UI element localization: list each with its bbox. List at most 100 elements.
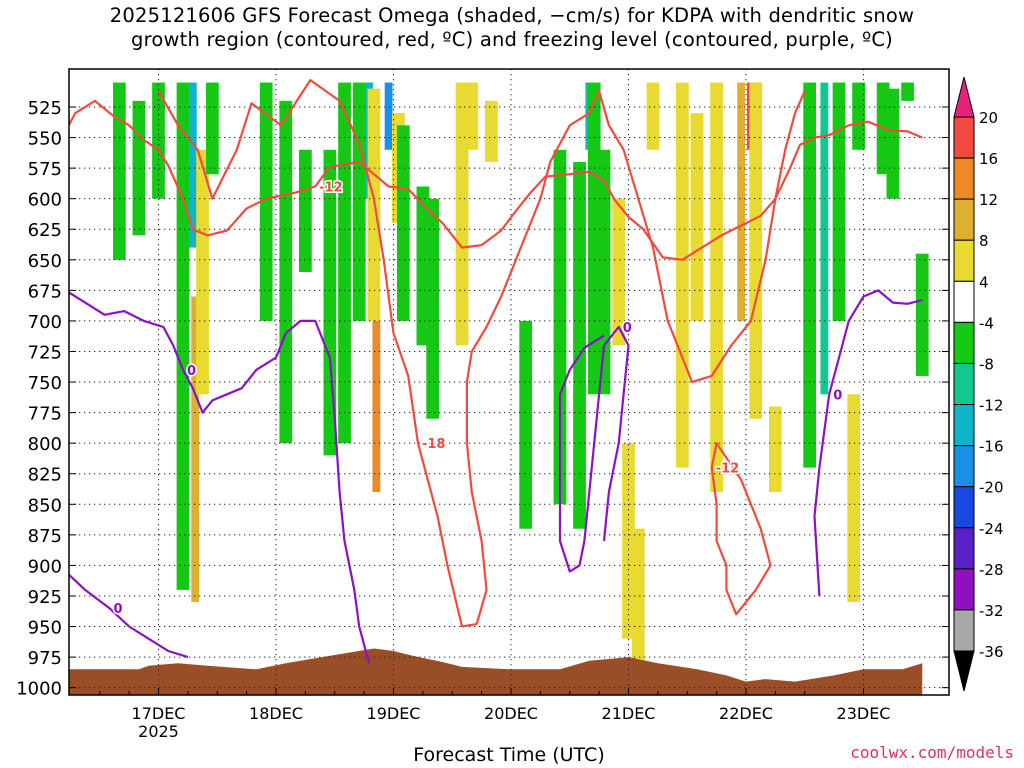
y-axis: 525 550 575 600 625 650 675 700 725 750 775 800 825 8… [16, 98, 949, 700]
contour-label: 0 [623, 321, 632, 336]
colorbar-label: 20 [979, 109, 998, 127]
y-tick-label: 900 [28, 556, 62, 577]
y-tick-label: 850 [28, 495, 62, 516]
x-tick-label: 22DEC [719, 704, 773, 723]
colorbar-bin [953, 116, 975, 159]
y-tick-label: 525 [28, 98, 62, 119]
omega-region-16 [372, 320, 381, 493]
omega-region-12 [338, 82, 351, 444]
omega-region-27 [573, 162, 586, 529]
omega-region-23 [465, 82, 479, 150]
x-tick-label: 20DEC [484, 704, 538, 723]
y-tick-label: 650 [28, 251, 62, 272]
y-tick-label: 975 [28, 648, 62, 669]
omega-region-31 [612, 198, 626, 346]
grid-lines [69, 69, 949, 695]
contour-freezing-level-surface [69, 573, 189, 659]
x-tick-label: 23DEC [837, 704, 891, 723]
colorbar-bin [953, 445, 975, 488]
omega-region-29 [587, 82, 601, 395]
colorbar-bin [953, 486, 975, 529]
omega-region-21 [426, 198, 440, 419]
y-tick-label: 550 [28, 129, 62, 150]
omega-region-49 [901, 82, 914, 101]
omega-region-26 [553, 149, 567, 505]
omega-region-13 [352, 82, 366, 321]
terrain-surface [69, 648, 923, 695]
y-tick-label: 725 [28, 342, 62, 363]
omega-region-9 [279, 100, 293, 444]
contour-lines: -12 -18 -12 0 0 0 0 [69, 79, 923, 664]
colorbar-bin [953, 239, 975, 282]
omega-region-32 [622, 443, 635, 639]
contour-freezing-level-east [813, 289, 923, 597]
source-credit[interactable]: coolwx.com/models [850, 743, 1014, 762]
colorbar-label: -28 [979, 561, 1004, 579]
colorbar-bin [953, 527, 975, 570]
colorbar-label: -36 [979, 643, 1004, 661]
y-tick-label: 625 [28, 220, 62, 241]
colorbar-label: -4 [979, 314, 994, 332]
y-tick-label: 600 [28, 190, 62, 211]
omega-region-1 [132, 100, 146, 236]
omega-region-35 [675, 82, 689, 468]
colorbar-bin [953, 157, 975, 200]
title-line-2: growth region (contoured, red, ºC) and f… [131, 28, 893, 51]
omega-region-34 [646, 82, 660, 150]
omega-region-48 [886, 88, 900, 199]
y-tick-label: 1000 [16, 679, 62, 700]
contour-label: -18 [422, 437, 446, 452]
omega-region-44 [832, 82, 846, 321]
contour-snow-lower [157, 79, 806, 628]
x-tick-label: 18DEC [249, 704, 303, 723]
contour-snow-pocket [710, 442, 772, 616]
terrain-layer [69, 648, 923, 695]
colorbar-label: -12 [979, 397, 1004, 415]
colorbar-bin [953, 198, 975, 241]
chart-title: 2025121606 GFS Forecast Omega (shaded, −… [0, 4, 1024, 52]
y-tick-label: 700 [28, 312, 62, 333]
omega-region-11 [323, 149, 337, 456]
contour-label: -12 [716, 462, 740, 477]
omega-region-8 [259, 82, 273, 321]
colorbar-label: -16 [979, 438, 1004, 456]
x-tick-label: 19DEC [367, 704, 421, 723]
omega-region-25 [519, 320, 533, 529]
title-line-1: 2025121606 GFS Forecast Omega (shaded, −… [109, 4, 915, 27]
omega-region-22 [455, 82, 469, 346]
y-tick-label: 800 [28, 434, 62, 455]
x-axis-title: Forecast Time (UTC) [413, 744, 605, 766]
omega-region-38 [737, 82, 746, 321]
omega-region-33 [631, 528, 645, 664]
omega-region-6 [196, 149, 209, 395]
contour-label: 0 [187, 364, 196, 379]
omega-region-4 [188, 82, 197, 248]
colorbar-label: 16 [979, 150, 998, 168]
omega-region-3 [176, 82, 190, 590]
y-tick-label: 575 [28, 159, 62, 180]
colorbar-label: -32 [979, 602, 1004, 620]
colorbar: 20 16 12 8 4 -4 -8 -12 -16 -20 -24 -28 -32 -36 [953, 76, 1004, 692]
colorbar-bin [953, 321, 975, 364]
contour-snow-upper [69, 99, 923, 261]
omega-region-43 [820, 82, 829, 395]
colorbar-label: 4 [979, 273, 989, 291]
colorbar-label: -24 [979, 520, 1004, 538]
omega-region-41 [769, 406, 782, 493]
omega-region-19 [396, 125, 410, 321]
y-tick-label: 750 [28, 373, 62, 394]
colorbar-bin [953, 568, 975, 611]
y-tick-label: 875 [28, 526, 62, 547]
omega-region-5 [191, 296, 200, 603]
omega-region-50 [915, 253, 929, 376]
colorbar-bin [953, 404, 975, 447]
colorbar-label: -8 [979, 355, 994, 373]
y-tick-label: 925 [28, 587, 62, 608]
colorbar-bin [953, 280, 975, 323]
contour-label: 0 [833, 388, 842, 403]
y-tick-label: 950 [28, 618, 62, 639]
omega-region-10 [299, 149, 312, 273]
x-tick-label: 17DEC [132, 704, 186, 723]
omega-region-46 [852, 82, 865, 150]
omega-region-17 [384, 82, 393, 150]
